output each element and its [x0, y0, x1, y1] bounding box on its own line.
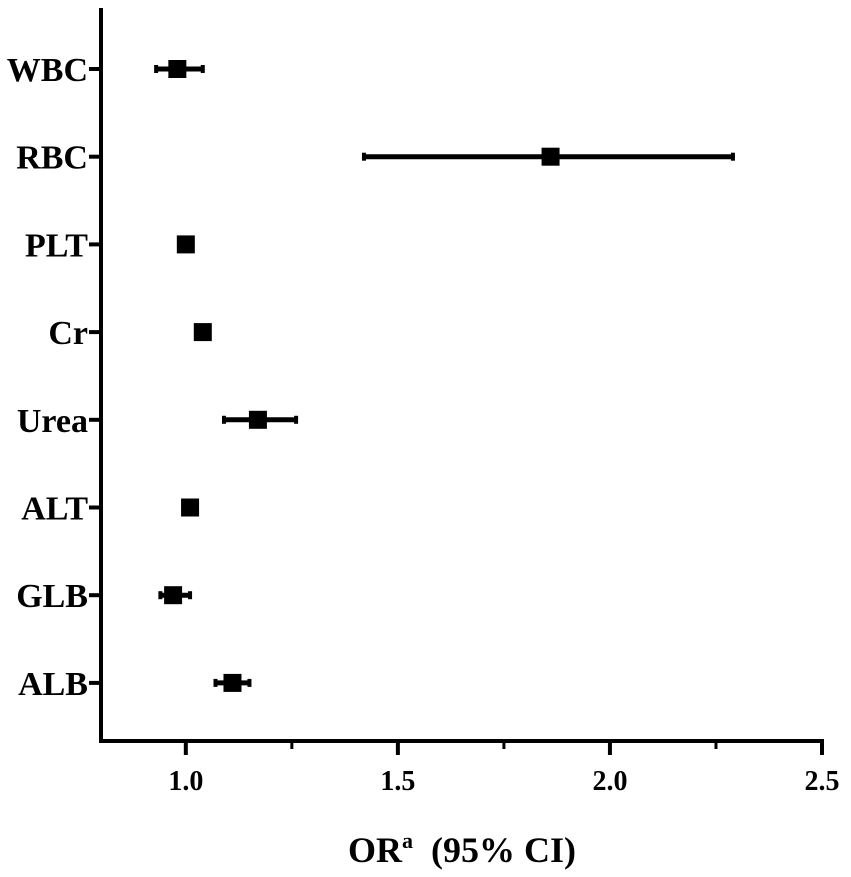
- category-label-rbc: RBC: [16, 140, 88, 177]
- estimate-marker-plt: [176, 235, 195, 254]
- estimate-marker-cr: [193, 323, 212, 342]
- x-axis-label-suffix: (95% CI): [431, 830, 576, 870]
- estimate-marker-wbc: [168, 60, 187, 78]
- category-label-alt: ALT: [21, 491, 88, 528]
- axes: [89, 8, 824, 743]
- estimate-marker-urea: [248, 410, 267, 429]
- estimate-marker-rbc: [541, 147, 560, 166]
- x-axis-label-main: OR: [348, 830, 403, 870]
- estimate-marker-alt: [181, 498, 200, 517]
- estimate-marker-glb: [164, 586, 183, 605]
- category-labels: WBC RBC PLT Cr Urea ALT GLB ALB: [7, 52, 89, 703]
- category-label-glb: GLB: [16, 578, 88, 615]
- category-label-plt: PLT: [25, 227, 88, 264]
- category-label-urea: Urea: [17, 403, 88, 440]
- category-label-cr: Cr: [48, 315, 88, 352]
- category-label-alb: ALB: [18, 666, 88, 703]
- x-axis-label-superscript: a: [402, 828, 413, 853]
- x-axis-label: ORa (95% CI): [348, 828, 576, 870]
- estimate-marker-alb: [223, 673, 242, 692]
- category-label-wbc: WBC: [7, 52, 88, 89]
- data-marks: [154, 60, 735, 692]
- x-tick-label: 2.0: [592, 766, 627, 797]
- x-tick-label: 1.5: [380, 766, 415, 797]
- x-axis-ticks: 1.0 1.5 2.0 2.5: [168, 741, 840, 797]
- x-tick-label: 2.5: [805, 766, 840, 797]
- x-tick-label: 1.0: [168, 766, 203, 797]
